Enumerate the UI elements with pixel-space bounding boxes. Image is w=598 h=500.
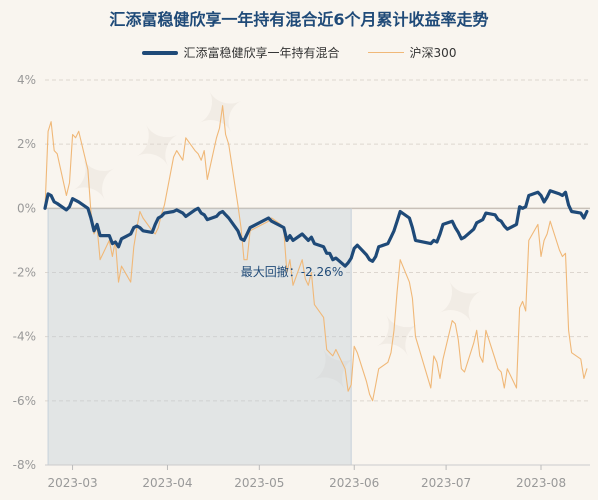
legend: 汇添富稳健欣享一年持有混合 沪深300 [0, 44, 598, 61]
series-line-fund [43, 189, 589, 268]
y-tick-label: -8% [13, 458, 36, 472]
legend-item-fund[interactable]: 汇添富稳健欣享一年持有混合 [141, 44, 340, 61]
annotation-layer: 最大回撤：-2.26% [241, 264, 343, 279]
x-tick-label: 2023-03 [47, 476, 97, 490]
max-drawdown-label: 最大回撤：-2.26% [241, 264, 343, 279]
x-tick-label: 2023-08 [516, 476, 566, 490]
legend-swatch-index [367, 52, 404, 53]
legend-swatch-fund [141, 50, 178, 55]
x-tick-label: 2023-07 [421, 476, 471, 490]
series-lines [43, 105, 589, 402]
grid-lines [45, 79, 590, 466]
y-tick-label: 2% [17, 137, 36, 151]
y-tick-label: -2% [13, 266, 36, 280]
x-axis-ticks: 2023-03 2023-04 2023-05 2023-06 2023-07 2023-… [45, 464, 590, 490]
legend-label-fund: 汇添富稳健欣享一年持有混合 [183, 46, 340, 60]
y-tick-label: 0% [17, 201, 36, 215]
x-tick-label: 2023-05 [234, 476, 284, 490]
x-tick-label: 2023-04 [142, 476, 192, 490]
y-tick-label: -4% [13, 330, 36, 344]
y-tick-label: -6% [13, 394, 36, 408]
legend-item-index[interactable]: 沪深300 [367, 44, 457, 61]
series-line-index [44, 105, 588, 402]
drawdown-region [48, 208, 352, 466]
legend-label-index: 沪深300 [409, 46, 457, 60]
y-tick-label: 4% [17, 73, 36, 87]
y-axis-ticks: 4% 2% 0% -2% -4% -6% -8% [13, 73, 36, 472]
x-tick-label: 2023-06 [329, 476, 379, 490]
chart-title: 汇添富稳健欣享一年持有混合近6个月累计收益率走势 [109, 10, 489, 29]
drawdown-area [47, 208, 352, 466]
